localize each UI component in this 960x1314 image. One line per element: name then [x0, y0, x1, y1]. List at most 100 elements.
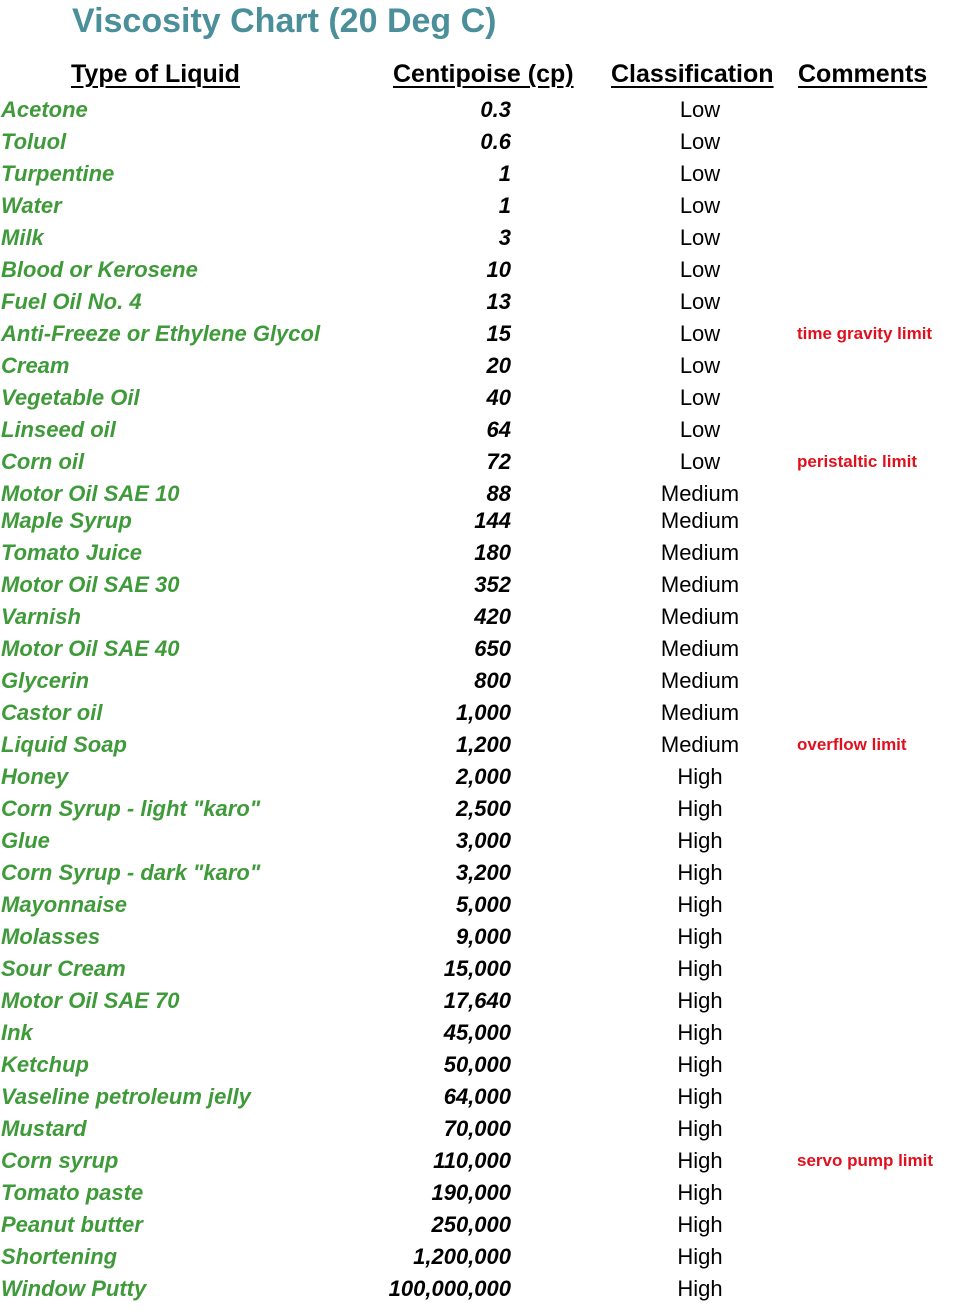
header-classification: Classification — [611, 60, 774, 88]
table-row: Corn oil 72 Low peristaltic limit — [0, 447, 960, 477]
table-row: Anti-Freeze or Ethylene Glycol 15 Low time … — [0, 319, 960, 349]
table-row: Sour Cream 15,000 High — [0, 954, 960, 984]
liquid-name: Molasses — [1, 924, 101, 949]
centipoise-value: 1,200 — [455, 732, 511, 757]
centipoise-value: 190,000 — [431, 1180, 511, 1205]
liquid-name: Motor Oil SAE 70 — [1, 988, 180, 1013]
centipoise-value: 250,000 — [431, 1212, 511, 1237]
classification-value: Low — [679, 449, 721, 474]
classification-value: Low — [679, 289, 721, 314]
liquid-name: Shortening — [1, 1244, 118, 1269]
liquid-name: Honey — [1, 764, 69, 789]
centipoise-value: 800 — [474, 668, 511, 693]
centipoise-value: 420 — [474, 604, 511, 629]
liquid-name: Acetone — [1, 97, 88, 122]
table-row: Molasses 9,000 High — [0, 922, 960, 952]
classification-value: Low — [679, 385, 721, 410]
liquid-name: Corn Syrup - dark "karo" — [1, 860, 261, 885]
centipoise-value: 0.6 — [480, 129, 511, 154]
table-row: Corn Syrup - dark "karo" 3,200 High — [0, 858, 960, 888]
table-row: Motor Oil SAE 40 650 Medium — [0, 634, 960, 664]
classification-value: High — [677, 828, 723, 853]
classification-value: Low — [679, 129, 721, 154]
liquid-name: Fuel Oil No. 4 — [1, 289, 142, 314]
classification-value: Medium — [660, 572, 740, 597]
table-row: Linseed oil 64 Low — [0, 415, 960, 445]
liquid-name: Mustard — [1, 1116, 87, 1141]
comment-text: servo pump limit — [797, 1151, 934, 1170]
liquid-name: Varnish — [1, 604, 81, 629]
table-row: Varnish 420 Medium — [0, 602, 960, 632]
table-row: Tomato Juice 180 Medium — [0, 538, 960, 568]
centipoise-value: 3,200 — [455, 860, 511, 885]
centipoise-value: 2,000 — [455, 764, 511, 789]
liquid-name: Sour Cream — [1, 956, 126, 981]
table-row: Cream 20 Low — [0, 351, 960, 381]
liquid-name: Corn syrup — [1, 1148, 119, 1173]
liquid-name: Corn oil — [1, 449, 85, 474]
centipoise-value: 72 — [486, 449, 511, 474]
comment-text: time gravity limit — [797, 324, 933, 343]
centipoise-value: 15 — [486, 321, 511, 346]
liquid-name: Corn Syrup - light "karo" — [1, 796, 261, 821]
liquid-name: Glycerin — [1, 668, 90, 693]
liquid-name: Motor Oil SAE 30 — [1, 572, 180, 597]
classification-value: Medium — [660, 700, 740, 725]
classification-value: Medium — [660, 508, 740, 533]
table-row: Maple Syrup 144 Medium — [0, 506, 960, 536]
comment-text: overflow limit — [797, 735, 907, 754]
liquid-name: Anti-Freeze or Ethylene Glycol — [1, 321, 321, 346]
centipoise-value: 45,000 — [443, 1020, 511, 1045]
table-row: Glue 3,000 High — [0, 826, 960, 856]
classification-value: Low — [679, 257, 721, 282]
liquid-name: Ink — [1, 1020, 33, 1045]
table-row: Motor Oil SAE 10 88 Medium — [0, 479, 960, 509]
liquid-name: Milk — [1, 225, 44, 250]
classification-value: Low — [679, 225, 721, 250]
table-row: Peanut butter 250,000 High — [0, 1210, 960, 1240]
centipoise-value: 88 — [486, 481, 511, 506]
liquid-name: Motor Oil SAE 10 — [1, 481, 180, 506]
table-row: Motor Oil SAE 70 17,640 High — [0, 986, 960, 1016]
liquid-name: Maple Syrup — [1, 508, 132, 533]
table-row: Ketchup 50,000 High — [0, 1050, 960, 1080]
classification-value: Medium — [660, 540, 740, 565]
classification-value: High — [677, 892, 723, 917]
table-row: Corn Syrup - light "karo" 2,500 High — [0, 794, 960, 824]
classification-value: Low — [679, 417, 721, 442]
liquid-name: Turpentine — [1, 161, 115, 186]
comment-text: peristaltic limit — [797, 452, 917, 471]
centipoise-value: 1 — [498, 193, 511, 218]
centipoise-value: 5,000 — [455, 892, 511, 917]
liquid-name: Cream — [1, 353, 70, 378]
liquid-name: Tomato Juice — [1, 540, 142, 565]
classification-value: Medium — [660, 604, 740, 629]
centipoise-value: 64 — [486, 417, 511, 442]
classification-value: Low — [679, 353, 721, 378]
table-row: Mayonnaise 5,000 High — [0, 890, 960, 920]
liquid-name: Linseed oil — [1, 417, 116, 442]
centipoise-value: 13 — [486, 289, 511, 314]
centipoise-value: 1,200,000 — [413, 1244, 511, 1269]
centipoise-value: 17,640 — [443, 988, 511, 1013]
table-row: Glycerin 800 Medium — [0, 666, 960, 696]
classification-value: High — [677, 860, 723, 885]
classification-value: High — [677, 988, 723, 1013]
liquid-name: Water — [1, 193, 62, 218]
liquid-name: Ketchup — [1, 1052, 89, 1077]
classification-value: Medium — [660, 636, 740, 661]
classification-value: Low — [679, 97, 721, 122]
centipoise-value: 110,000 — [433, 1148, 511, 1173]
centipoise-value: 352 — [474, 572, 511, 597]
classification-value: Medium — [660, 481, 740, 506]
page-title: Viscosity Chart (20 Deg C) — [72, 2, 497, 40]
centipoise-value: 20 — [486, 353, 511, 378]
classification-value: High — [677, 956, 723, 981]
centipoise-value: 1 — [498, 161, 511, 186]
centipoise-value: 64,000 — [443, 1084, 511, 1109]
table-row: Motor Oil SAE 30 352 Medium — [0, 570, 960, 600]
centipoise-value: 650 — [474, 636, 511, 661]
classification-value: Medium — [660, 732, 740, 757]
header-type-of-liquid: Type of Liquid — [71, 60, 240, 88]
table-row: Turpentine 1 Low — [0, 159, 960, 189]
